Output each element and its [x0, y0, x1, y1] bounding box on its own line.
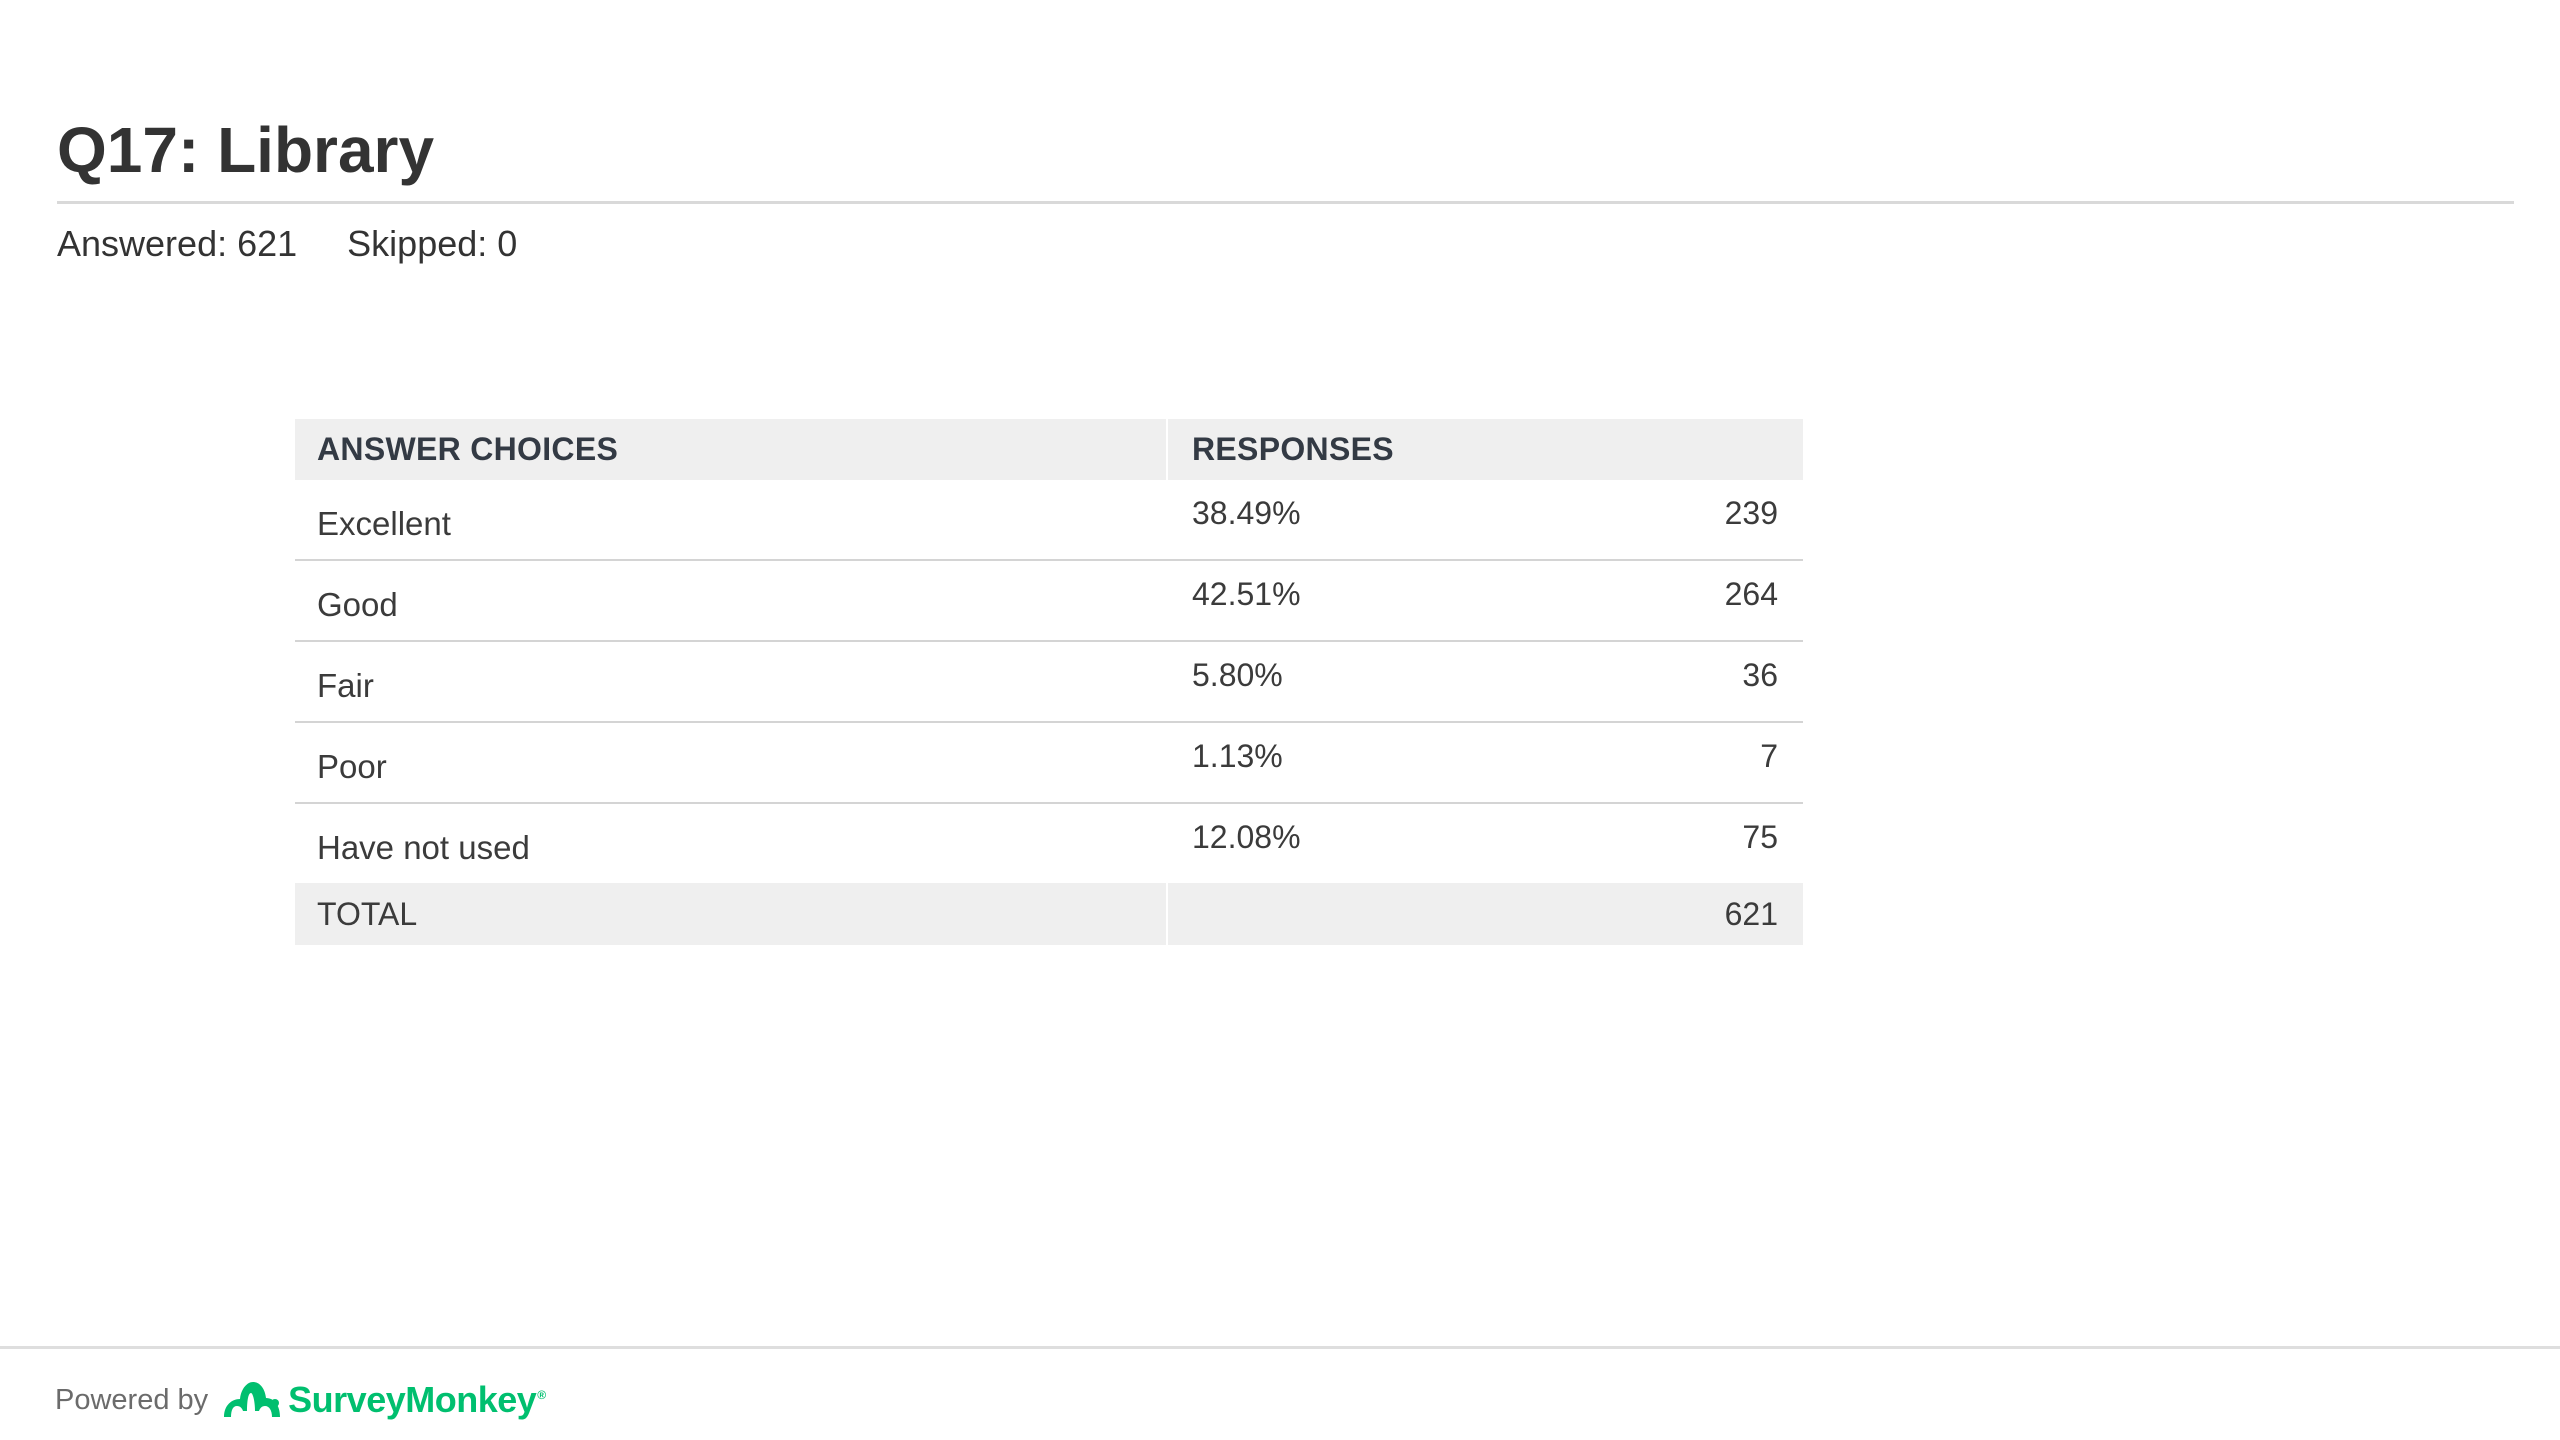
total-label: TOTAL	[295, 883, 1166, 945]
table-row: Poor 1.13% 7	[295, 723, 1803, 804]
powered-by-text: Powered by	[55, 1383, 209, 1416]
footer-divider	[0, 1346, 2560, 1349]
table-total-row: TOTAL 621	[295, 883, 1803, 945]
total-cell: 621	[1168, 883, 1803, 945]
answer-label: Excellent	[317, 505, 451, 542]
answer-label: Good	[317, 586, 398, 623]
response-stats: Answered: 621 Skipped: 0	[57, 222, 517, 266]
response-count: 239	[1724, 495, 1778, 531]
response-count: 75	[1742, 819, 1778, 855]
response-count: 7	[1760, 738, 1778, 774]
response-cell: 42.51% 264	[1168, 561, 1803, 640]
answer-label: Poor	[317, 748, 387, 785]
total-count: 621	[1724, 896, 1778, 932]
table-row: Excellent 38.49% 239	[295, 480, 1803, 561]
response-cell: 1.13% 7	[1168, 723, 1803, 802]
response-cell: 12.08% 75	[1168, 804, 1803, 883]
response-cell: 5.80% 36	[1168, 642, 1803, 721]
answer-label: Have not used	[317, 829, 530, 866]
title-divider	[57, 201, 2514, 204]
response-percent: 38.49%	[1192, 495, 1301, 531]
response-percent: 5.80%	[1192, 657, 1283, 693]
surveymonkey-logo-icon	[224, 1382, 281, 1417]
footer: Powered by SurveyMonkey®	[55, 1370, 546, 1430]
table-row: Good 42.51% 264	[295, 561, 1803, 642]
registered-mark: ®	[537, 1388, 546, 1402]
table-row: Fair 5.80% 36	[295, 642, 1803, 723]
results-table: ANSWER CHOICES RESPONSES Excellent 38.49…	[295, 419, 1803, 945]
brand-name: SurveyMonkey	[288, 1379, 537, 1420]
response-percent: 42.51%	[1192, 576, 1301, 612]
column-header-responses: RESPONSES	[1168, 419, 1803, 480]
response-cell: 38.49% 239	[1168, 480, 1803, 559]
table-row: Have not used 12.08% 75	[295, 804, 1803, 883]
response-count: 36	[1742, 657, 1778, 693]
response-percent: 1.13%	[1192, 738, 1283, 774]
skipped-count: Skipped: 0	[347, 223, 518, 264]
table-header: ANSWER CHOICES RESPONSES	[295, 419, 1803, 480]
response-count: 264	[1724, 576, 1778, 612]
answered-count: Answered: 621	[57, 223, 298, 264]
question-title: Q17: Library	[57, 114, 435, 186]
answer-label: Fair	[317, 667, 374, 704]
surveymonkey-brand[interactable]: SurveyMonkey®	[288, 1379, 546, 1421]
response-percent: 12.08%	[1192, 819, 1301, 855]
column-header-answer-choices: ANSWER CHOICES	[295, 419, 1166, 480]
